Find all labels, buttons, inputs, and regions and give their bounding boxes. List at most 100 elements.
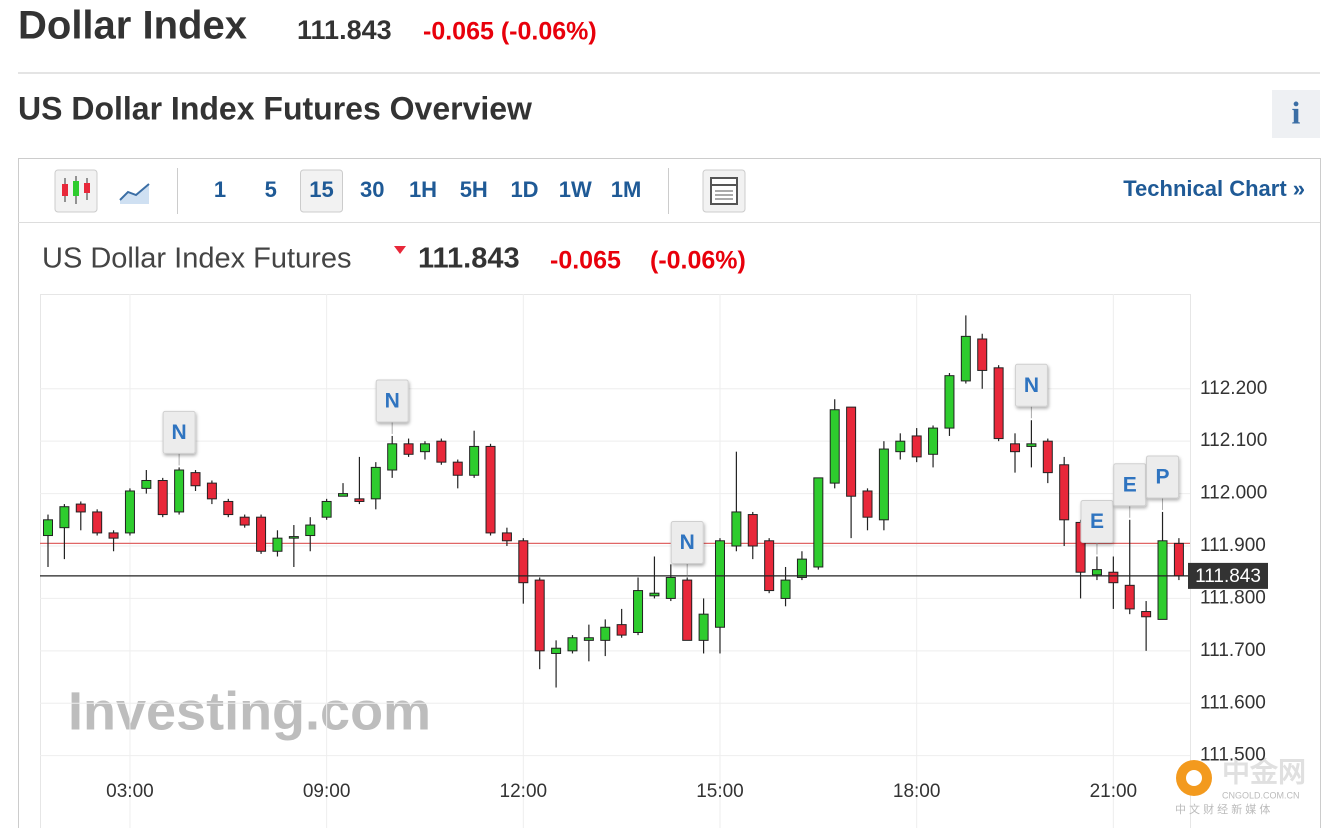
event-marker[interactable] [1014, 363, 1048, 407]
event-marker[interactable] [1113, 463, 1147, 507]
candle-body [1141, 611, 1152, 618]
event-label[interactable]: E [1123, 473, 1137, 496]
candle-body [59, 506, 70, 529]
interval-button[interactable]: 1M [611, 177, 642, 202]
candle-body [747, 514, 758, 547]
candle-body [1124, 584, 1135, 610]
candle-body [1059, 464, 1070, 521]
event-marker[interactable] [1080, 499, 1114, 543]
candle-body [272, 537, 283, 552]
event-label[interactable]: N [680, 531, 695, 554]
candle-body [583, 637, 594, 641]
interval-button[interactable]: 1 [214, 177, 226, 202]
down-arrow [394, 246, 406, 254]
candle-body [174, 469, 185, 513]
logo-icon-inner [1186, 770, 1202, 786]
candle-body [452, 461, 463, 476]
interval-button[interactable]: 5H [460, 177, 488, 202]
y-tick-label: 112.200 [1200, 378, 1267, 399]
candle-body [501, 532, 512, 542]
chart-change: -0.065 [550, 247, 621, 275]
event-label[interactable]: N [1024, 374, 1039, 397]
candle-body [288, 536, 299, 539]
candle-chart-button[interactable] [54, 169, 98, 213]
event-marker[interactable] [1146, 455, 1180, 499]
candle-body [616, 624, 627, 636]
header-price: 111.843 [297, 15, 392, 45]
candle-body [92, 511, 103, 534]
event-label[interactable]: E [1090, 510, 1104, 533]
interval-button[interactable]: 30 [360, 177, 384, 202]
x-tick-label: 03:00 [106, 781, 154, 802]
candle-body [321, 500, 332, 518]
logo-site: CNGOLD.COM.CN [1222, 790, 1300, 800]
candle-body [223, 500, 234, 516]
interval-button[interactable]: 1D [510, 177, 538, 202]
y-tick-label: 111.800 [1200, 587, 1266, 608]
candle-body [551, 647, 562, 654]
candle-body [370, 466, 381, 500]
event-label[interactable]: N [385, 389, 400, 412]
candle-body [895, 440, 906, 453]
candle-body [764, 540, 775, 592]
y-tick-label: 111.600 [1200, 692, 1266, 713]
x-tick-label: 09:00 [303, 781, 351, 802]
technical-chart-link[interactable]: Technical Chart » [1123, 176, 1305, 201]
interval-button[interactable]: 5 [265, 177, 277, 202]
chart-change-pct: (-0.06%) [650, 247, 746, 275]
candle-body [731, 511, 742, 547]
layout-button[interactable] [702, 169, 746, 213]
candle-body [714, 540, 725, 628]
plot-area [40, 294, 1190, 828]
interval-button[interactable]: 15 [309, 177, 333, 202]
info-button[interactable] [1272, 90, 1320, 138]
candle-body [993, 367, 1004, 440]
candle-body [878, 448, 889, 521]
header-change: -0.065 (-0.06%) [423, 18, 597, 46]
candle-body [862, 490, 873, 518]
event-label[interactable]: N [172, 421, 187, 444]
candle-body [354, 498, 365, 502]
candle-body [960, 335, 971, 382]
info-icon[interactable]: i [1292, 94, 1301, 130]
candle-body [846, 406, 857, 497]
y-tick-label: 111.500 [1200, 745, 1266, 766]
line-chart-button[interactable] [119, 183, 150, 204]
y-tick-label: 111.900 [1200, 535, 1266, 556]
interval-button[interactable]: 1W [559, 177, 592, 202]
x-tick-label: 12:00 [500, 781, 548, 802]
candle-body [698, 613, 709, 641]
candle-body [338, 493, 349, 497]
event-marker[interactable] [375, 379, 409, 423]
candle-body [1157, 540, 1168, 620]
candle-body [928, 427, 939, 455]
x-tick-label: 15:00 [696, 781, 744, 802]
candle-body [1173, 542, 1184, 577]
event-marker[interactable] [162, 410, 196, 454]
candle-body [239, 516, 250, 526]
y-tick-label: 111.700 [1200, 640, 1266, 661]
candle-body [518, 540, 529, 584]
candle-body [633, 590, 644, 633]
logo-name: 中金网 [1222, 755, 1306, 787]
candle-body [256, 516, 267, 552]
candle-body [141, 479, 152, 489]
candle-body [780, 579, 791, 599]
page-title: Dollar Index [18, 4, 247, 48]
interval-button[interactable]: 1H [409, 177, 437, 202]
candle-body [600, 626, 611, 641]
event-label[interactable]: P [1156, 465, 1170, 488]
candle-body [469, 445, 480, 476]
candle-body [1108, 571, 1119, 584]
candle-body [403, 443, 414, 455]
candle-body [387, 443, 398, 471]
candle-body [305, 524, 316, 537]
last-price-label: 111.843 [1195, 566, 1261, 587]
candle-body [206, 482, 217, 500]
chart-frame [18, 158, 1321, 828]
active-interval-box[interactable] [300, 169, 343, 213]
event-marker[interactable] [670, 520, 704, 564]
candle-body [419, 443, 430, 453]
